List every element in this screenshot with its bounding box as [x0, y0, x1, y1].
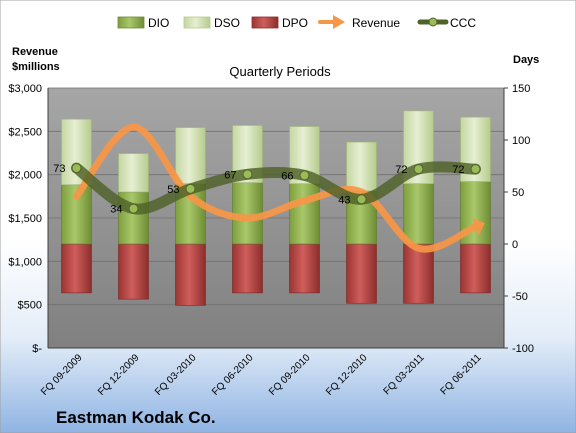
ccc-point — [356, 194, 367, 205]
bar-dpo — [460, 243, 491, 294]
ccc-data-label: 53 — [167, 184, 179, 196]
ccc-point — [299, 170, 310, 181]
ccc-data-label: 34 — [110, 204, 122, 216]
legend-label-dso: DSO — [214, 16, 240, 30]
ccc-data-label: 73 — [53, 163, 65, 175]
bar-dpo — [346, 243, 377, 304]
ccc-point — [185, 183, 196, 194]
legend-label-dpo: DPO — [282, 16, 308, 30]
legend-label-ccc: CCC — [450, 16, 476, 30]
ccc-point — [242, 169, 253, 180]
bar-dio — [403, 183, 434, 245]
bar-dpo — [61, 243, 92, 294]
legend-swatch-revenue — [318, 15, 345, 29]
legend-label-revenue: Revenue — [352, 16, 400, 30]
bar-dio — [232, 182, 263, 245]
bar-dpo — [175, 243, 206, 306]
bar-dio — [289, 183, 320, 245]
ccc-data-label: 66 — [281, 170, 293, 182]
right-axis-tick-label: 0 — [512, 239, 518, 251]
legend-swatch-dio — [117, 16, 145, 29]
bar-dpo — [289, 243, 320, 294]
ccc-point — [413, 164, 424, 175]
left-axis-tick-label: $2,000 — [8, 170, 42, 182]
bar-dpo — [232, 243, 263, 294]
chart-title: Quarterly Periods — [229, 64, 331, 79]
left-axis-ticks: $- $500 $1,000 $1,500 $2,000 $2,500 $3,000 — [8, 83, 42, 355]
company-name: Eastman Kodak Co. — [56, 408, 216, 427]
legend-swatch-dso — [183, 16, 211, 29]
left-axis-label-line-1: Revenue — [12, 46, 58, 58]
revenue-line — [73, 123, 479, 253]
legend-label-dio: DIO — [148, 16, 169, 30]
left-axis-label-line-2: $millions — [12, 61, 60, 73]
bar-dso — [175, 127, 206, 184]
bar-dso — [118, 153, 149, 193]
left-axis-tick-label: $3,000 — [8, 83, 42, 95]
right-axis-ticks: -100 -50 0 50 100 150 — [504, 83, 534, 355]
bar-dpo — [403, 243, 434, 304]
ccc-data-label: 72 — [452, 164, 464, 176]
bar-dso — [346, 141, 377, 192]
left-axis-tick-label: $2,500 — [8, 126, 42, 138]
right-axis-tick-label: -100 — [512, 343, 534, 355]
left-axis-tick-label: $500 — [18, 300, 42, 312]
left-axis-tick-label: $1,500 — [8, 213, 42, 225]
left-axis-tick-label: $1,000 — [8, 256, 42, 268]
ccc-point — [128, 203, 139, 214]
right-axis-label: Days — [513, 54, 539, 66]
ccc-data-label: 72 — [395, 164, 407, 176]
right-axis-tick-label: 150 — [512, 83, 530, 95]
right-axis-tick-label: -50 — [512, 291, 528, 303]
legend-swatch-dpo — [251, 16, 279, 29]
legend: DIO DSO DPO Revenue CCC — [117, 15, 476, 30]
ccc-data-label: 67 — [224, 169, 236, 181]
ccc-data-labels: 73 34 53 67 66 43 72 72 — [53, 163, 464, 216]
line-series — [71, 123, 485, 253]
left-axis-tick-label: $- — [32, 343, 42, 355]
bar-series — [61, 110, 491, 306]
ccc-data-label: 43 — [338, 194, 350, 206]
legend-swatch-ccc — [417, 17, 449, 27]
ccc-point — [470, 164, 481, 175]
bar-dpo — [118, 243, 149, 300]
right-axis-tick-label: 50 — [512, 187, 524, 199]
right-axis-tick-label: 100 — [512, 135, 530, 147]
revenue-arrowhead — [472, 218, 485, 236]
ccc-point — [71, 163, 82, 174]
